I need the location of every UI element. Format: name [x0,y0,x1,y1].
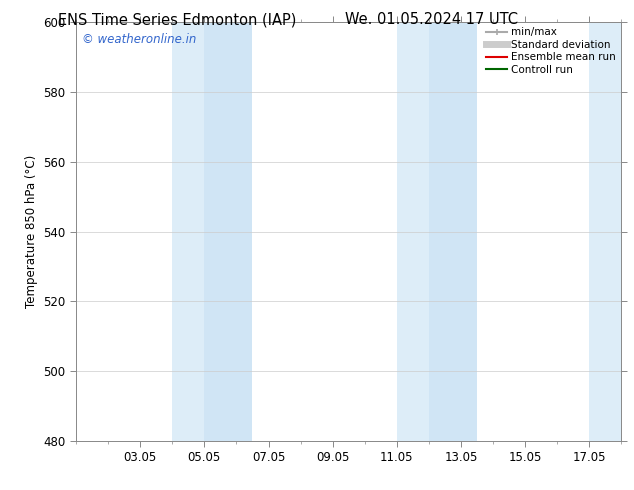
Legend: min/max, Standard deviation, Ensemble mean run, Controll run: min/max, Standard deviation, Ensemble me… [484,25,618,77]
Bar [204,22,252,441]
Text: ENS Time Series Edmonton (IAP): ENS Time Series Edmonton (IAP) [58,12,297,27]
Bar [589,22,621,441]
Bar [429,22,477,441]
Y-axis label: Temperature 850 hPa (°C): Temperature 850 hPa (°C) [25,155,38,308]
Text: We. 01.05.2024 17 UTC: We. 01.05.2024 17 UTC [345,12,517,27]
Bar [397,22,429,441]
Text: © weatheronline.in: © weatheronline.in [82,32,196,46]
Bar [172,22,204,441]
